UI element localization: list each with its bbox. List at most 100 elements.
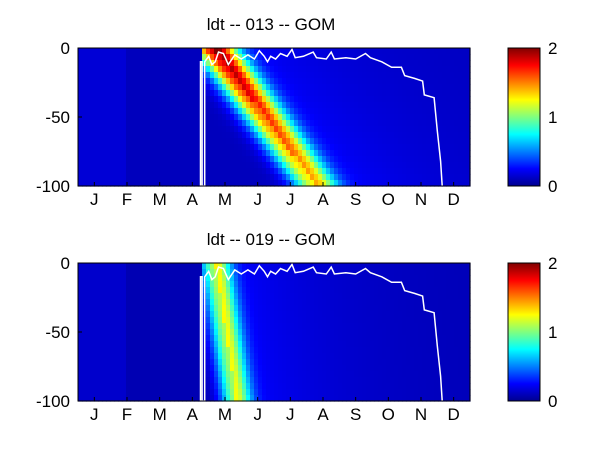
- heatmap-cell: [334, 48, 339, 55]
- heatmap-cell: [186, 383, 191, 390]
- heatmap-cell: [402, 174, 407, 181]
- heatmap-cell: [450, 341, 455, 348]
- heatmap-cell: [354, 120, 359, 127]
- heatmap-cell: [190, 323, 195, 330]
- heatmap-cell: [254, 395, 259, 402]
- heatmap-cell: [302, 120, 307, 127]
- heatmap-cell: [330, 395, 335, 402]
- heatmap-cell: [410, 72, 415, 79]
- heatmap-cell: [210, 48, 215, 55]
- heatmap-cell: [334, 311, 339, 318]
- heatmap-cell: [418, 78, 423, 85]
- heatmap-cell: [194, 359, 199, 366]
- heatmap-cell: [94, 174, 99, 181]
- heatmap-cell: [162, 102, 167, 109]
- heatmap-cell: [150, 281, 155, 288]
- heatmap-cell: [246, 54, 251, 61]
- heatmap-cell: [382, 383, 387, 390]
- heatmap-cell: [262, 96, 267, 103]
- heatmap-cell: [382, 48, 387, 55]
- heatmap-cell: [438, 66, 443, 73]
- heatmap-cell: [238, 317, 243, 324]
- heatmap-cell: [286, 66, 291, 73]
- heatmap-cell: [158, 281, 163, 288]
- heatmap-cell: [414, 126, 419, 133]
- heatmap-cell: [386, 108, 391, 115]
- heatmap-cell: [370, 54, 375, 61]
- heatmap-cell: [242, 287, 247, 294]
- heatmap-cell: [134, 90, 139, 97]
- heatmap-cell: [134, 150, 139, 157]
- heatmap-cell: [410, 347, 415, 354]
- heatmap-cell: [258, 317, 263, 324]
- heatmap-cell: [246, 138, 251, 145]
- heatmap-cell: [378, 60, 383, 67]
- heatmap-cell: [178, 60, 183, 67]
- heatmap-cell: [278, 305, 283, 312]
- heatmap-cell: [218, 341, 223, 348]
- heatmap-cell: [298, 126, 303, 133]
- heatmap-cell: [370, 335, 375, 342]
- heatmap-cell: [170, 287, 175, 294]
- heatmap-cell: [102, 102, 107, 109]
- heatmap-cell: [290, 138, 295, 145]
- heatmap-cell: [442, 132, 447, 139]
- heatmap-cell: [306, 174, 311, 181]
- heatmap-cell: [110, 180, 115, 187]
- heatmap-cell: [354, 180, 359, 187]
- heatmap-cell: [142, 341, 147, 348]
- heatmap-cell: [130, 162, 135, 169]
- colorbar: 2 1 0: [507, 254, 557, 411]
- heatmap-cell: [414, 275, 419, 282]
- heatmap-cell: [246, 72, 251, 79]
- heatmap-cell: [306, 102, 311, 109]
- heatmap-cell: [422, 293, 427, 300]
- heatmap-cell: [170, 126, 175, 133]
- heatmap-cell: [362, 126, 367, 133]
- heatmap-cell: [210, 150, 215, 157]
- heatmap-cell: [194, 335, 199, 342]
- heatmap-cell: [458, 114, 463, 121]
- heatmap-cell: [226, 150, 231, 157]
- heatmap-cell: [458, 72, 463, 79]
- heatmap-cell: [202, 54, 207, 61]
- heatmap-cell: [410, 293, 415, 300]
- heatmap-cell: [206, 281, 211, 288]
- heatmap-cell: [138, 263, 143, 270]
- heatmap-cell: [170, 90, 175, 97]
- heatmap-cell: [138, 371, 143, 378]
- heatmap-cell: [114, 359, 119, 366]
- heatmap-cell: [194, 144, 199, 151]
- heatmap-cell: [302, 60, 307, 67]
- heatmap-cell: [330, 299, 335, 306]
- heatmap-cell: [330, 66, 335, 73]
- heatmap-cell: [422, 335, 427, 342]
- heatmap-cell: [150, 263, 155, 270]
- heatmap-cell: [150, 54, 155, 61]
- heatmap-cell: [410, 144, 415, 151]
- heatmap-cell: [278, 275, 283, 282]
- heatmap-cell: [430, 156, 435, 163]
- heatmap-cell: [126, 329, 131, 336]
- heatmap-cell: [150, 377, 155, 384]
- heatmap-cell: [290, 305, 295, 312]
- heatmap-cell: [322, 132, 327, 139]
- heatmap-cell: [142, 359, 147, 366]
- heatmap-cell: [434, 144, 439, 151]
- heatmap-cell: [306, 287, 311, 294]
- heatmap-cell: [146, 335, 151, 342]
- heatmap-cell: [406, 168, 411, 175]
- heatmap-cell: [190, 353, 195, 360]
- heatmap-cell: [166, 365, 171, 372]
- heatmap-cell: [226, 90, 231, 97]
- heatmap-cell: [358, 84, 363, 91]
- heatmap-cell: [274, 395, 279, 402]
- heatmap-cell: [330, 377, 335, 384]
- heatmap-cell: [434, 48, 439, 55]
- heatmap-cell: [390, 180, 395, 187]
- heatmap-cell: [442, 341, 447, 348]
- heatmap-cell: [266, 180, 271, 187]
- heatmap-cell: [422, 84, 427, 91]
- heatmap-cell: [434, 72, 439, 79]
- heatmap-cell: [454, 287, 459, 294]
